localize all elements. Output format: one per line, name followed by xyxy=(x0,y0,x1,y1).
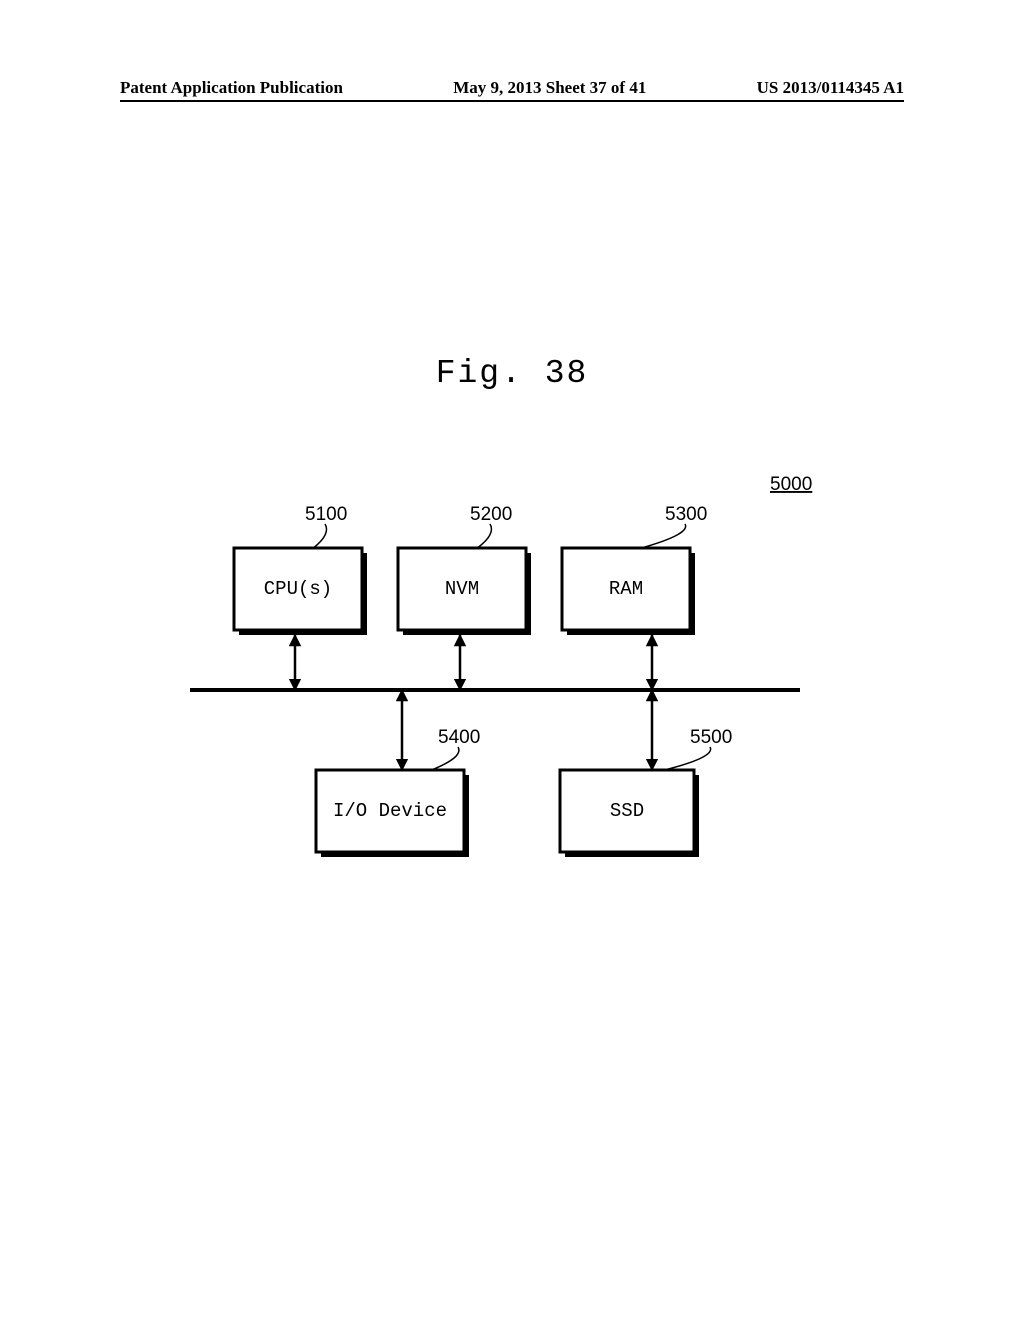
ssd-lead xyxy=(665,747,711,770)
io-ref: 5400 xyxy=(438,727,480,748)
cpu-label: CPU(s) xyxy=(264,578,332,600)
nvm-lead xyxy=(477,524,491,548)
block-diagram: 5000 CPU(s) 5100 NVM 5200 RAM 5300 I/O Device 54… xyxy=(0,0,1024,1320)
ram-label: RAM xyxy=(609,578,643,600)
ram-lead xyxy=(641,524,685,548)
ram-ref: 5300 xyxy=(665,504,707,525)
io-lead xyxy=(431,747,458,770)
system-ref: 5000 xyxy=(770,474,812,495)
nvm-ref: 5200 xyxy=(470,504,512,525)
cpu-lead xyxy=(313,524,326,548)
nvm-label: NVM xyxy=(445,578,479,600)
cpu-ref: 5100 xyxy=(305,504,347,525)
io-label: I/O Device xyxy=(333,800,447,822)
ssd-label: SSD xyxy=(610,800,644,822)
ssd-ref: 5500 xyxy=(690,727,732,748)
